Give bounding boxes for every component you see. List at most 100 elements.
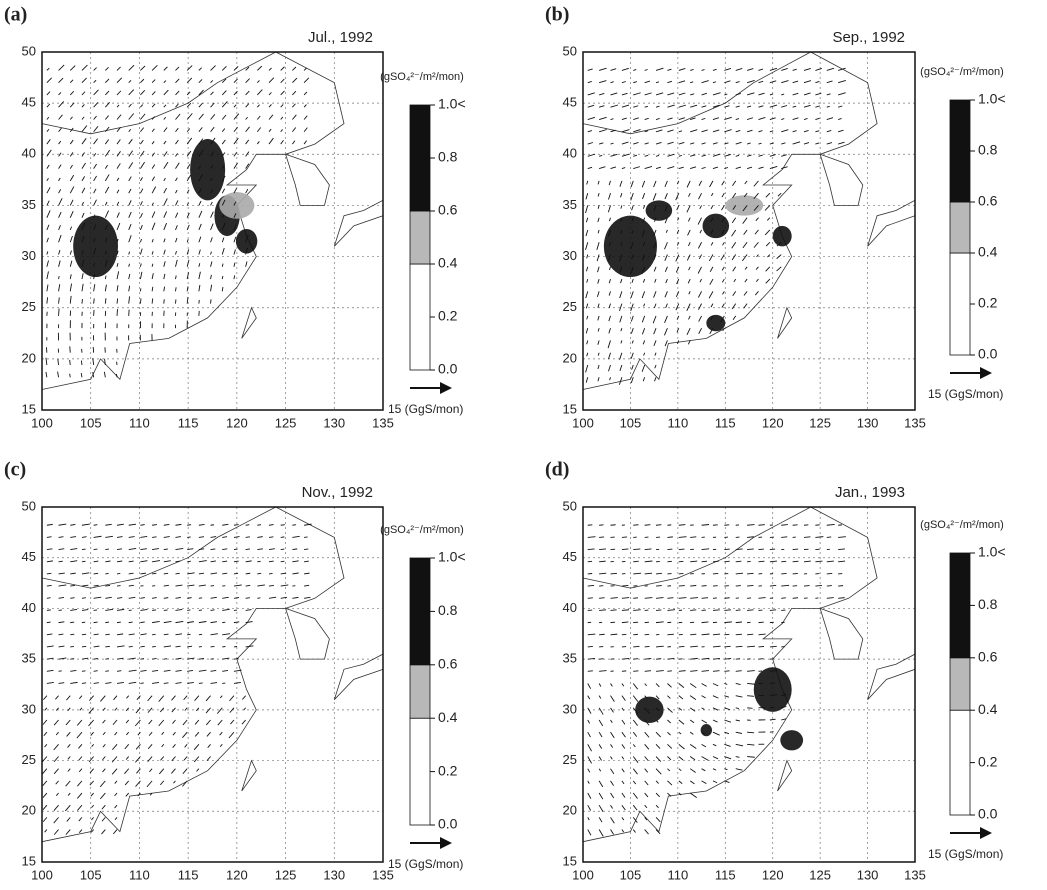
- flux-vector: [598, 707, 604, 715]
- flux-vector: [116, 585, 121, 587]
- flux-vector: [838, 92, 846, 96]
- flux-vector: [69, 250, 72, 255]
- flux-vector: [677, 217, 680, 221]
- flux-vector: [172, 731, 176, 736]
- flux-vector: [55, 695, 59, 700]
- flux-vector: [103, 371, 106, 378]
- flux-vector: [245, 572, 251, 575]
- flux-vector: [292, 560, 299, 563]
- flux-vector: [187, 621, 194, 624]
- flux-vector: [766, 217, 771, 221]
- flux-vector: [186, 286, 189, 292]
- flux-vector: [653, 340, 657, 347]
- flux-vector: [198, 236, 202, 243]
- flux-vector: [257, 524, 262, 526]
- flux-vector: [268, 104, 272, 108]
- flux-vector: [140, 65, 146, 71]
- flux-vector: [304, 572, 310, 575]
- flux-vector: [105, 621, 110, 624]
- flux-vector: [652, 315, 657, 324]
- flux-vector: [597, 193, 600, 197]
- flux-vector: [642, 205, 646, 209]
- flux-vector: [163, 222, 167, 231]
- flux-vector: [245, 139, 250, 145]
- flux-vector: [128, 584, 134, 587]
- flux-vector: [709, 278, 714, 285]
- flux-vector: [701, 633, 710, 636]
- flux-vector: [731, 303, 737, 310]
- flux-vector: [229, 707, 235, 713]
- flux-vector: [91, 804, 94, 809]
- flux-vector: [758, 80, 764, 84]
- colorbar-segment: [949, 709, 971, 816]
- colorbar-label: 0.2: [438, 762, 458, 778]
- flux-vector: [93, 163, 97, 169]
- flux-vector: [222, 572, 228, 575]
- flux-vector: [69, 295, 72, 304]
- flux-vector: [128, 681, 137, 684]
- flux-vector: [653, 328, 657, 335]
- x-tick-label: 120: [762, 867, 784, 882]
- flux-vector: [163, 536, 170, 538]
- x-tick-label: 125: [809, 867, 831, 882]
- flux-vector: [78, 829, 83, 833]
- flux-vector: [58, 682, 65, 684]
- flux-vector: [42, 817, 48, 823]
- x-tick-label: 120: [762, 415, 784, 430]
- coastline: [777, 306, 793, 339]
- flux-vector: [175, 287, 177, 292]
- y-tick-label: 25: [22, 299, 36, 314]
- flux-vector: [712, 104, 720, 108]
- flux-vector: [140, 658, 144, 660]
- flux-vector: [632, 829, 636, 833]
- flux-vector: [58, 308, 60, 316]
- flux-vector: [104, 174, 110, 182]
- flux-vector: [69, 65, 76, 71]
- flux-vector: [303, 140, 307, 145]
- flux-vector: [686, 254, 691, 261]
- flux-vector: [701, 780, 707, 784]
- x-tick-label: 110: [129, 415, 150, 430]
- flux-vector: [724, 719, 732, 723]
- flux-vector: [58, 572, 65, 575]
- flux-vector: [175, 90, 180, 96]
- flux-vector: [724, 683, 728, 685]
- flux-vector: [76, 792, 83, 799]
- flux-vector: [747, 536, 754, 538]
- flux-vector: [46, 103, 51, 108]
- flux-vector: [42, 719, 48, 725]
- flux-vector: [198, 523, 205, 526]
- flux-vector: [690, 81, 694, 84]
- x-tick-label: 125: [275, 415, 297, 430]
- flux-vector: [792, 572, 798, 575]
- flux-vector: [69, 174, 75, 182]
- flux-vector: [675, 192, 680, 201]
- flux-vector: [182, 719, 188, 726]
- flux-vector: [587, 548, 595, 551]
- flux-vector: [233, 65, 239, 71]
- flux-vector: [630, 377, 634, 384]
- flux-vector: [758, 166, 764, 170]
- flux-vector: [104, 358, 106, 366]
- flux-vector: [186, 91, 191, 96]
- flux-vector: [159, 707, 165, 713]
- flux-vector: [151, 152, 155, 157]
- scale-arrow-label: 15 (GgS/mon): [928, 387, 1003, 401]
- flux-vector: [724, 609, 731, 611]
- panel-title: Nov., 1992: [302, 484, 373, 501]
- flux-vector: [135, 756, 141, 763]
- flux-vector: [826, 67, 835, 71]
- y-tick-label: 40: [563, 600, 577, 615]
- flux-vector: [194, 731, 200, 737]
- flux-vector: [175, 560, 181, 563]
- flux-vector: [69, 102, 75, 108]
- flux-vector: [735, 707, 739, 709]
- flux-vector: [66, 817, 71, 822]
- flux-vector: [630, 352, 634, 359]
- flux-vector: [710, 205, 714, 210]
- flux-vector: [690, 609, 697, 611]
- flux-vector: [769, 670, 778, 672]
- deposition-area: [780, 730, 804, 751]
- flux-vector: [128, 211, 132, 218]
- flux-vector: [769, 93, 774, 96]
